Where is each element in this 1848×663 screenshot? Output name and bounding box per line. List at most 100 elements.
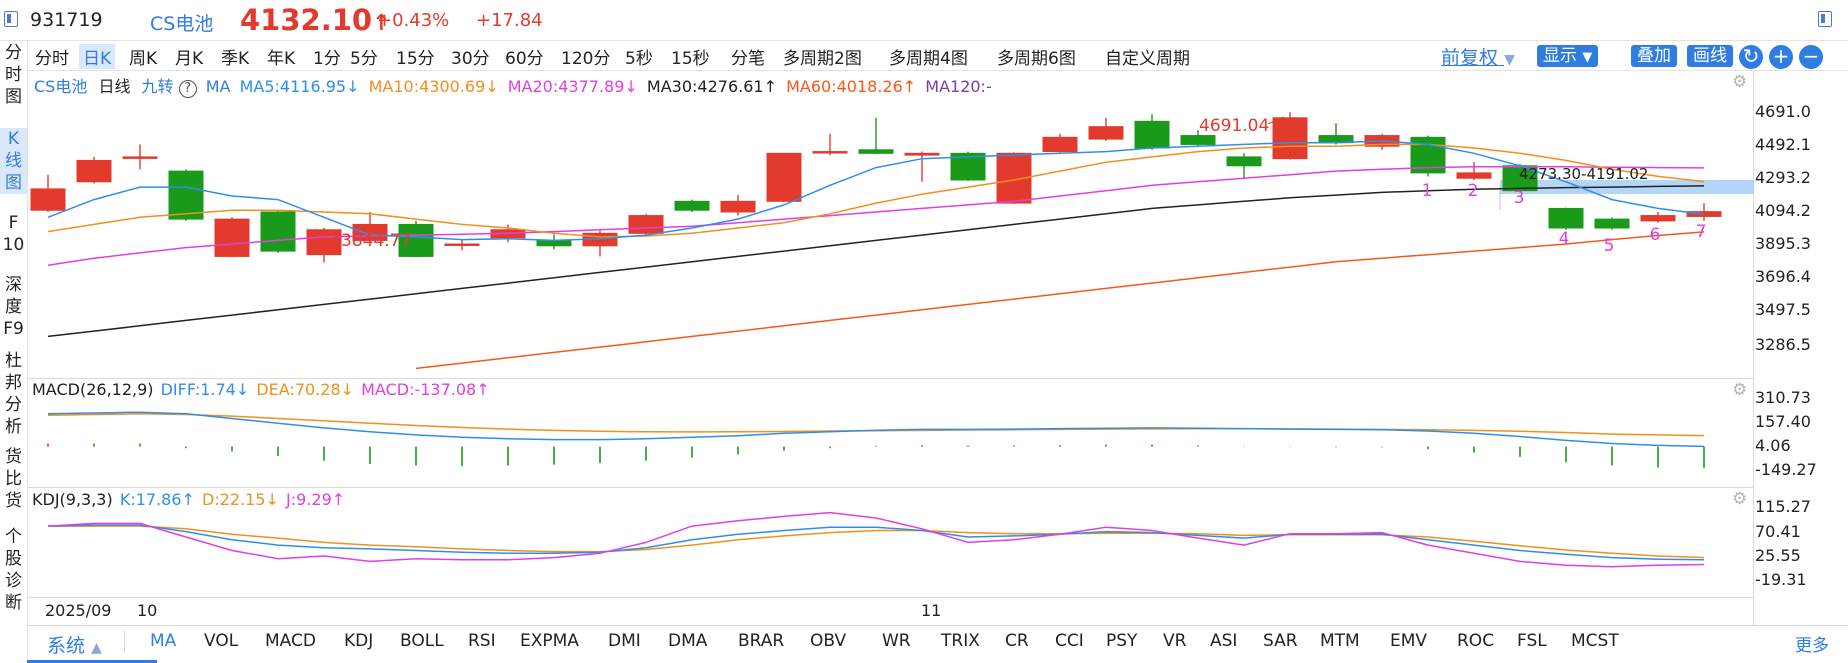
period-tab[interactable]: 15秒 bbox=[671, 49, 710, 69]
nine-turn-number: 2 bbox=[1468, 181, 1479, 201]
candle-body bbox=[1226, 156, 1262, 167]
indicator-tab[interactable]: KDJ bbox=[344, 631, 374, 651]
indicator-tab[interactable]: TRIX bbox=[941, 631, 980, 651]
ma60-line bbox=[415, 231, 1705, 370]
period-tab[interactable]: 5分 bbox=[350, 49, 378, 69]
nine-turn-number: 3 bbox=[1514, 188, 1525, 208]
period-tab[interactable]: 15分 bbox=[396, 49, 435, 69]
indicator-tab[interactable]: SAR bbox=[1263, 631, 1298, 651]
ma10-line bbox=[47, 143, 1705, 238]
legend-ma5: MA5:4116.95↓ bbox=[239, 77, 360, 96]
system-indicators-button[interactable]: 系统 ▲ bbox=[47, 631, 102, 658]
zoom-out-icon[interactable]: − bbox=[1799, 45, 1823, 69]
legend-period[interactable]: 日线 bbox=[98, 77, 131, 96]
indicator-tab[interactable]: BRAR bbox=[738, 631, 785, 651]
help-icon[interactable]: ? bbox=[178, 80, 197, 98]
security-name[interactable]: CS电池 bbox=[150, 13, 214, 35]
overlay-button[interactable]: 叠加 bbox=[1631, 45, 1677, 67]
period-tab[interactable]: 30分 bbox=[451, 49, 490, 69]
tab-compare[interactable]: 货比货 bbox=[5, 447, 22, 511]
period-tab[interactable]: 多周期4图 bbox=[889, 49, 968, 69]
period-tab[interactable]: 5秒 bbox=[625, 49, 653, 69]
adjust-mode-select[interactable]: 前复权 ▼ bbox=[1441, 43, 1515, 70]
period-tab[interactable]: 分时 bbox=[35, 49, 69, 69]
more-indicators-link[interactable]: 更多 bbox=[1795, 636, 1829, 656]
indicator-tab[interactable]: WR bbox=[882, 631, 911, 651]
toggle-left-panel-icon[interactable] bbox=[4, 11, 18, 27]
candle-body bbox=[1640, 215, 1676, 222]
kdj-legend-name[interactable]: KDJ(9,3,3) bbox=[32, 490, 113, 509]
tab-diagnosis[interactable]: 个股诊断 bbox=[5, 527, 22, 613]
indicator-tab[interactable]: EMV bbox=[1390, 631, 1428, 651]
indicator-tab[interactable]: BOLL bbox=[400, 631, 444, 651]
kdj-j: J:9.29↑ bbox=[286, 490, 346, 509]
period-toolbar: 分时 日K 周K 月K 季K 年K 1分 5分 15分 30分 60分 120分… bbox=[27, 40, 1848, 71]
indicator-tab[interactable]: RSI bbox=[468, 631, 496, 651]
period-tab[interactable]: 60分 bbox=[505, 49, 544, 69]
kdj-d-line bbox=[48, 525, 1705, 559]
period-tab[interactable]: 多周期6图 bbox=[997, 49, 1076, 69]
last-price: 4132.10↑ bbox=[240, 3, 391, 37]
period-tab[interactable]: 季K bbox=[221, 49, 250, 69]
gear-icon[interactable]: ⚙ bbox=[1732, 489, 1748, 509]
period-tab[interactable]: 自定义周期 bbox=[1105, 49, 1190, 69]
tab-dupont[interactable]: 杜邦分析 bbox=[5, 351, 22, 437]
tab-intraday[interactable]: 分时图 bbox=[5, 43, 22, 107]
period-tab[interactable]: 年K bbox=[267, 49, 296, 69]
period-tab[interactable]: 月K bbox=[175, 49, 204, 69]
indicator-tab[interactable]: MTM bbox=[1320, 631, 1360, 651]
toggle-right-panel-icon[interactable] bbox=[1818, 11, 1832, 27]
display-button[interactable]: 显示 ▼ bbox=[1537, 45, 1599, 67]
gear-icon[interactable]: ⚙ bbox=[1732, 72, 1748, 92]
indicator-tab[interactable]: DMI bbox=[608, 631, 641, 651]
indicator-tab-active[interactable]: MA bbox=[150, 631, 177, 651]
legend-jiuzhuan[interactable]: 九转 bbox=[141, 77, 174, 96]
candle-body bbox=[720, 200, 756, 213]
period-tab[interactable]: 多周期2图 bbox=[783, 49, 862, 69]
legend-ma20: MA20:4377.89↓ bbox=[507, 77, 638, 96]
low-price-label: 3844.77 bbox=[341, 231, 411, 251]
indicator-tab[interactable]: CCI bbox=[1055, 631, 1084, 651]
macd-legend: MACD(26,12,9) DIFF:1.74↓ DEA:70.28↓ MACD… bbox=[32, 380, 490, 399]
zoom-in-icon[interactable]: + bbox=[1769, 45, 1793, 69]
indicator-tab[interactable]: FSL bbox=[1517, 631, 1547, 651]
period-tab[interactable]: 周K bbox=[129, 49, 158, 69]
indicator-tab[interactable]: OBV bbox=[810, 631, 847, 651]
draw-line-button[interactable]: 画线 bbox=[1687, 45, 1733, 67]
main-chart-legend: CS电池 日线 九转 ? MA MA5:4116.95↓ MA10:4300.6… bbox=[34, 73, 992, 98]
gear-icon[interactable]: ⚙ bbox=[1732, 380, 1748, 400]
indicator-tab[interactable]: VR bbox=[1163, 631, 1187, 651]
indicator-tab[interactable]: DMA bbox=[668, 631, 708, 651]
period-tab[interactable]: 1分 bbox=[313, 49, 341, 69]
indicator-tab[interactable]: MCST bbox=[1571, 631, 1619, 651]
indicator-tab[interactable]: MACD bbox=[265, 631, 316, 651]
candle-body bbox=[674, 200, 710, 211]
period-tab[interactable]: 分笔 bbox=[731, 49, 765, 69]
nine-turn-number: 5 bbox=[1604, 236, 1615, 256]
kdj-k-line bbox=[47, 524, 1705, 561]
kdj-k: K:17.86↑ bbox=[119, 490, 195, 509]
low-pointer bbox=[319, 235, 339, 245]
indicator-tab[interactable]: ASI bbox=[1210, 631, 1238, 651]
change-amount: +17.84 bbox=[476, 10, 543, 31]
candle-body bbox=[950, 152, 986, 181]
refresh-icon[interactable]: ↻ bbox=[1739, 45, 1763, 69]
indicator-tab[interactable]: PSY bbox=[1106, 631, 1138, 651]
macd-legend-name[interactable]: MACD(26,12,9) bbox=[32, 380, 154, 399]
period-tab[interactable]: 120分 bbox=[561, 49, 611, 69]
tab-depth-f9[interactable]: 深度 F9 bbox=[3, 275, 24, 339]
macd-axis-label: 157.40 bbox=[1755, 412, 1811, 431]
period-tab-active[interactable]: 日K bbox=[79, 44, 116, 69]
tab-f10[interactable]: F 10 bbox=[2, 213, 25, 255]
candle-body bbox=[1456, 172, 1492, 179]
indicator-tab[interactable]: VOL bbox=[204, 631, 239, 651]
indicator-tabs: 系统 ▲ MA VOL MACD KDJ BOLL RSI EXPMA DMI … bbox=[27, 625, 1848, 658]
ma20-line bbox=[47, 165, 1705, 267]
indicator-tab[interactable]: EXPMA bbox=[520, 631, 579, 651]
chevron-down-icon: ▼ bbox=[1582, 50, 1593, 65]
legend-ma[interactable]: MA bbox=[205, 77, 231, 96]
indicator-tab[interactable]: CR bbox=[1005, 631, 1029, 651]
indicator-tab[interactable]: ROC bbox=[1457, 631, 1495, 651]
